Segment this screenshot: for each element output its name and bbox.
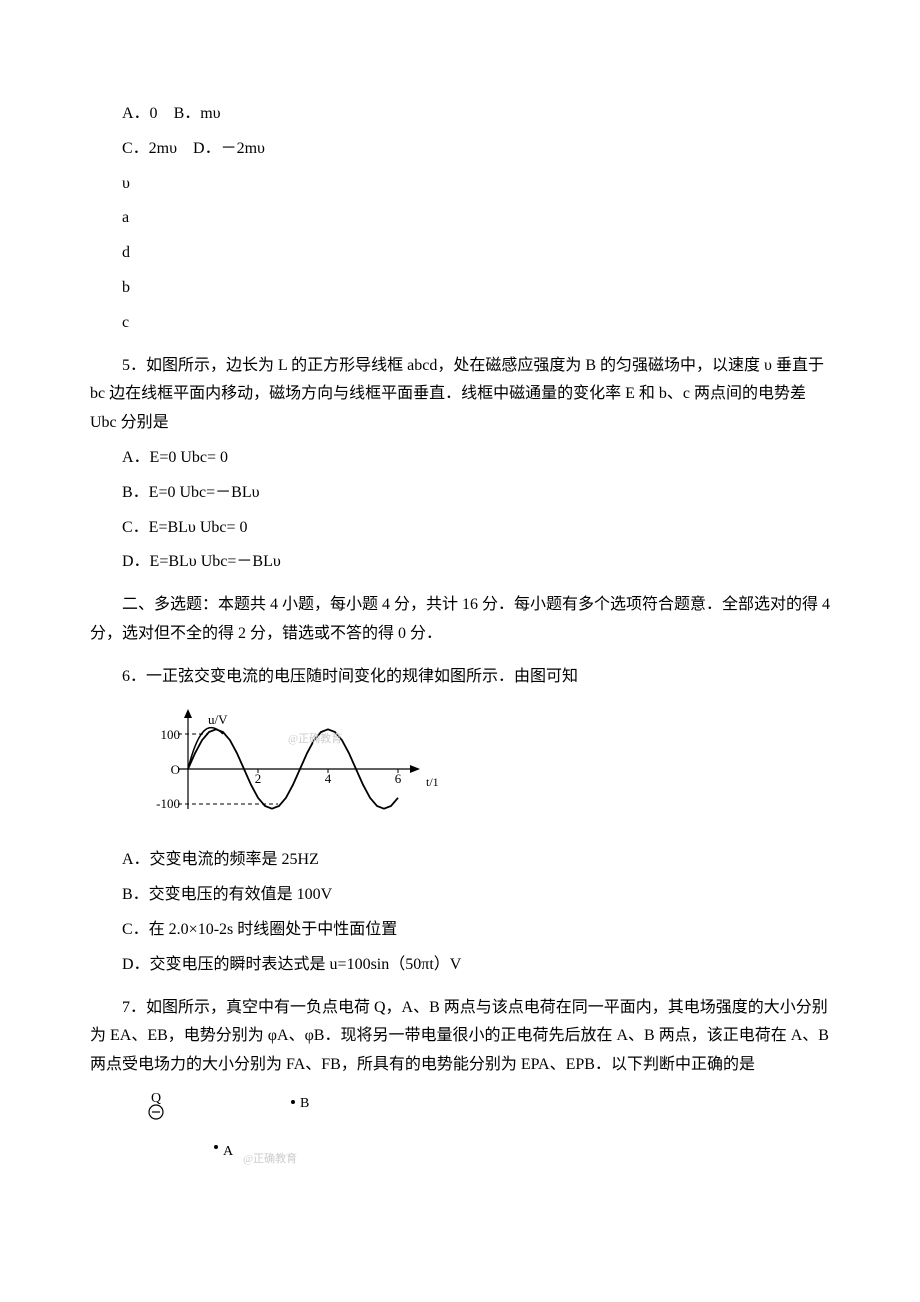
svg-text:t/10⁻²s: t/10⁻²s (426, 775, 438, 789)
q4-option-b: B．mυ (174, 105, 221, 122)
diagram-b-label: B (300, 1096, 309, 1111)
q5-option-c: C．E=BLυ Ubc= 0 (90, 514, 830, 543)
section2-header: 二、多选题：本题共 4 小题，每小题 4 分，共计 16 分．每小题有多个选项符… (90, 591, 830, 649)
svg-text:100: 100 (161, 727, 181, 742)
q6-option-b: B．交变电压的有效值是 100V (90, 881, 830, 910)
diagram-a-label: A (223, 1144, 234, 1159)
q7-stem: 7．如图所示，真空中有一负点电荷 Q，A、B 两点与该点电荷在同一平面内，其电场… (90, 994, 830, 1080)
diagram-q-label: Q (151, 1092, 161, 1106)
svg-text:2: 2 (255, 771, 262, 786)
svg-text:6: 6 (395, 771, 402, 786)
chart-y-axis-label-2: u/V (208, 712, 228, 727)
chart-watermark: @正确教育 (288, 731, 342, 745)
q6-chart: u/V 100 O -100 u/V 100 O -100 2 4 6 t/10… (138, 704, 830, 835)
svg-text:4: 4 (325, 771, 332, 786)
q4-label-v: υ (90, 170, 830, 199)
q5-option-a: A．E=0 Ubc= 0 (90, 444, 830, 473)
q4-option-c: C．2mυ (122, 140, 177, 157)
svg-text:-100: -100 (156, 796, 180, 811)
q4-label-a: a (90, 204, 830, 233)
q5-option-b: B．E=0 Ubc=－BLυ (90, 479, 830, 508)
q4-label-d: d (90, 239, 830, 268)
diagram-watermark: @正确教育 (243, 1151, 297, 1165)
q5-option-d: D．E=BLυ Ubc=－BLυ (90, 548, 830, 577)
q4-option-cd: C．2mυ D．－2mυ (90, 135, 830, 164)
svg-text:O: O (171, 762, 180, 777)
q6-stem: 6．一正弦交变电流的电压随时间变化的规律如图所示．由图可知 (90, 663, 830, 692)
q4-option-d: D．－2mυ (193, 140, 265, 157)
q7-diagram: Q B A @正确教育 (138, 1092, 830, 1183)
q4-label-c: c (90, 309, 830, 338)
q6-option-a: A．交变电流的频率是 25HZ (90, 846, 830, 875)
q4-option-a: A．0 (122, 105, 158, 122)
q4-option-ab: A．0 B．mυ (90, 100, 830, 129)
q5-stem: 5．如图所示，边长为 L 的正方形导线框 abcd，处在磁感应强度为 B 的匀强… (90, 352, 830, 438)
q4-label-b: b (90, 274, 830, 303)
q6-option-d: D．交变电压的瞬时表达式是 u=100sin（50πt）V (90, 951, 830, 980)
q6-option-c: C．在 2.0×10-2s 时线圈处于中性面位置 (90, 916, 830, 945)
